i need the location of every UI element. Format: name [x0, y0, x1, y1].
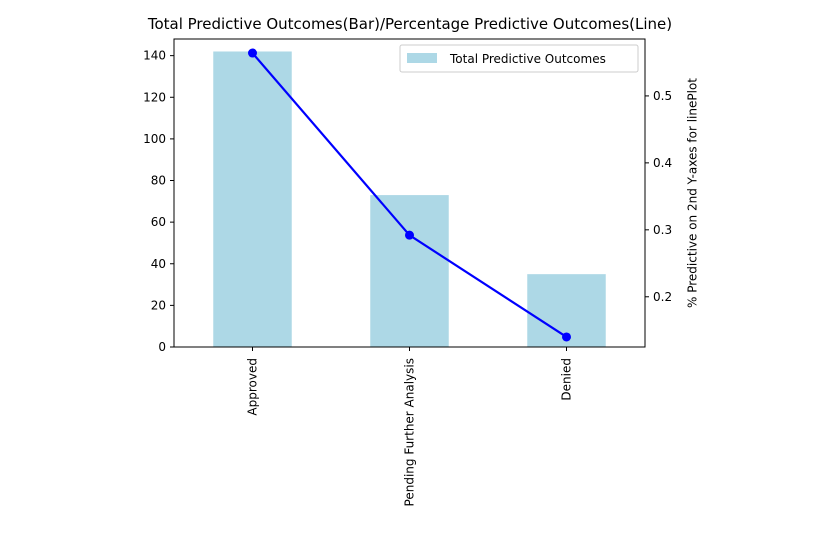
x-tick-label-2: Denied: [560, 358, 574, 401]
bar-pending-further-analysis: [370, 195, 449, 347]
x-tick-label-0: Approved: [246, 358, 260, 416]
line-point-0: [248, 48, 257, 58]
y-tick-label-3: 60: [151, 215, 166, 229]
legend-box: [399, 44, 639, 73]
bars-layer: [213, 51, 606, 348]
line-layer: [248, 48, 571, 342]
chart-title: Total Predictive Outcomes(Bar)/Percentag…: [147, 15, 672, 33]
y-tick-label-1: 20: [151, 298, 166, 312]
legend-swatch: [407, 53, 437, 63]
line-point-2: [562, 332, 571, 342]
y-axis-right: 0.2 0.3 0.4 0.5: [645, 89, 672, 304]
y2-axis-label: % Predictive on 2nd Y-axes for linePlot: [686, 78, 700, 308]
y-tick-label-7: 140: [143, 49, 166, 63]
y-axis-left: 0 20 40 60 80 100 120 140: [143, 49, 174, 354]
y-tick-label-2: 40: [151, 257, 166, 271]
y2-tick-label-3: 0.5: [653, 89, 672, 103]
legend: Total Predictive Outcomes: [399, 44, 639, 73]
x-tick-label-1: Pending Further Analysis: [403, 358, 417, 506]
legend-label: Total Predictive Outcomes: [449, 52, 606, 66]
y-tick-label-6: 120: [143, 90, 166, 104]
y2-tick-label-1: 0.3: [653, 223, 672, 237]
x-axis: Approved Pending Further Analysis Denied: [246, 347, 574, 506]
y-tick-label-0: 0: [158, 340, 166, 354]
line-point-1: [405, 230, 414, 240]
bar-approved: [213, 51, 292, 348]
y2-tick-label-0: 0.2: [653, 290, 672, 304]
y-tick-label-4: 80: [151, 174, 166, 188]
y-tick-label-5: 100: [143, 132, 166, 146]
y2-tick-label-2: 0.4: [653, 156, 672, 170]
